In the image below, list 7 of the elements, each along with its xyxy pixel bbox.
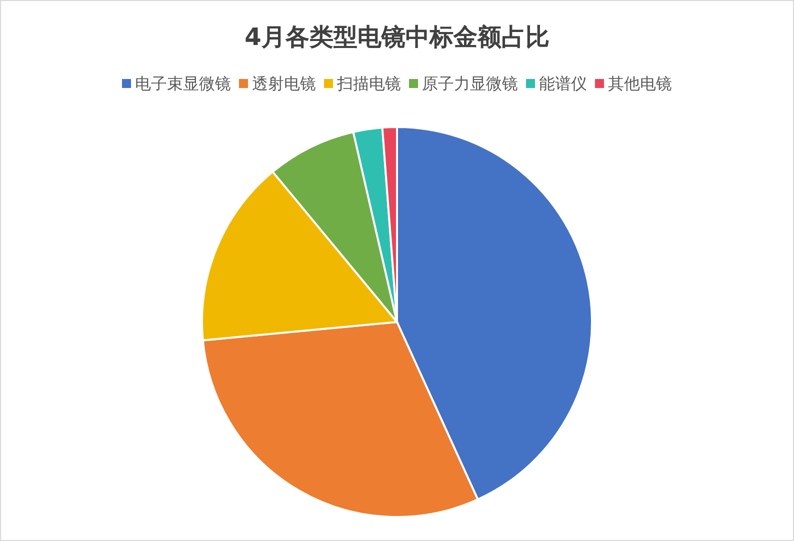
legend-label: 其他电镜 bbox=[608, 74, 672, 93]
legend-label: 扫描电镜 bbox=[336, 74, 401, 93]
legend-label: 原子力显微镜 bbox=[422, 74, 518, 93]
legend-label: 透射电镜 bbox=[252, 74, 316, 93]
chart-title: 4月各类型电镜中标金额占比 bbox=[244, 23, 550, 51]
legend-label: 能谱仪 bbox=[539, 74, 587, 93]
legend-label: 电子束显微镜 bbox=[135, 74, 231, 93]
